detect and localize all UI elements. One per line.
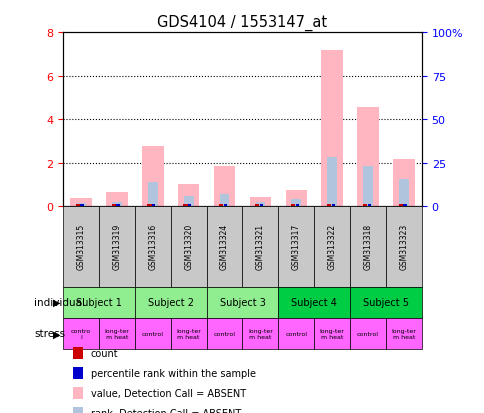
Bar [148, 183, 157, 206]
Bar [349, 287, 421, 318]
Text: ▶: ▶ [53, 328, 60, 339]
Bar [278, 318, 314, 349]
Bar [314, 206, 349, 287]
Bar [285, 190, 306, 206]
Text: rank, Detection Call = ABSENT: rank, Detection Call = ABSENT [91, 408, 241, 413]
Text: Subject 3: Subject 3 [219, 297, 265, 308]
Bar [349, 318, 385, 349]
Bar [403, 205, 406, 206]
Text: GSM313317: GSM313317 [291, 224, 300, 270]
Bar [63, 206, 99, 287]
Text: ▶: ▶ [53, 297, 60, 308]
Bar [321, 50, 342, 206]
Bar [147, 205, 151, 206]
Bar [63, 318, 99, 349]
Bar [291, 200, 301, 206]
Bar [242, 206, 278, 287]
Bar [398, 179, 408, 206]
Text: Subject 1: Subject 1 [76, 297, 121, 308]
Bar [70, 199, 91, 206]
Text: contro
l: contro l [71, 328, 91, 339]
Bar [206, 206, 242, 287]
Bar [278, 287, 349, 318]
Bar [142, 147, 163, 206]
Bar [357, 108, 378, 206]
Bar [183, 197, 193, 206]
Text: GSM313315: GSM313315 [76, 224, 85, 270]
Bar [255, 203, 265, 206]
Bar [99, 318, 135, 349]
Bar [170, 318, 206, 349]
Bar [219, 205, 223, 206]
Bar [183, 205, 187, 206]
Bar [152, 205, 155, 206]
Text: GDS4104 / 1553147_at: GDS4104 / 1553147_at [157, 14, 327, 31]
Text: Subject 4: Subject 4 [291, 297, 336, 308]
Text: GSM313320: GSM313320 [184, 224, 193, 270]
Bar [295, 205, 299, 206]
Text: individual: individual [34, 297, 85, 308]
Bar [76, 203, 86, 206]
Text: control: control [141, 331, 164, 336]
Bar [249, 198, 271, 206]
Bar [80, 205, 84, 206]
Bar [385, 318, 421, 349]
Text: long-ter
m heat: long-ter m heat [176, 328, 201, 339]
Bar [63, 287, 135, 318]
Bar [106, 192, 127, 206]
Bar [206, 318, 242, 349]
Bar [393, 160, 414, 206]
Bar [224, 205, 227, 206]
Text: GSM313316: GSM313316 [148, 224, 157, 270]
Bar [99, 206, 135, 287]
Bar [188, 205, 191, 206]
Text: value, Detection Call = ABSENT: value, Detection Call = ABSENT [91, 388, 245, 398]
Text: GSM313318: GSM313318 [363, 224, 372, 270]
Bar [349, 206, 385, 287]
Text: count: count [91, 348, 118, 358]
Bar [362, 205, 366, 206]
Bar [326, 205, 331, 206]
Bar [314, 318, 349, 349]
Text: percentile rank within the sample: percentile rank within the sample [91, 368, 255, 378]
Bar [135, 318, 170, 349]
Bar [111, 205, 116, 206]
Bar [367, 205, 370, 206]
Bar [255, 205, 259, 206]
Bar [135, 206, 170, 287]
Bar [178, 185, 199, 206]
Bar [327, 158, 336, 206]
Bar [259, 205, 263, 206]
Bar [170, 206, 206, 287]
Bar [363, 166, 372, 206]
Text: GSM313324: GSM313324 [220, 224, 228, 270]
Text: GSM313322: GSM313322 [327, 224, 336, 270]
Text: GSM313321: GSM313321 [256, 224, 264, 270]
Text: control: control [213, 331, 235, 336]
Text: long-ter
m heat: long-ter m heat [319, 328, 344, 339]
Text: long-ter
m heat: long-ter m heat [391, 328, 416, 339]
Bar [398, 205, 402, 206]
Bar [76, 205, 80, 206]
Bar [135, 287, 206, 318]
Bar [242, 318, 278, 349]
Text: stress: stress [34, 328, 65, 339]
Text: Subject 5: Subject 5 [363, 297, 408, 308]
Text: GSM313323: GSM313323 [399, 224, 408, 270]
Text: control: control [356, 331, 378, 336]
Text: long-ter
m heat: long-ter m heat [104, 328, 129, 339]
Bar [290, 205, 295, 206]
Bar [278, 206, 314, 287]
Bar [206, 287, 278, 318]
Text: GSM313319: GSM313319 [112, 224, 121, 270]
Text: control: control [285, 331, 307, 336]
Bar [385, 206, 421, 287]
Bar [116, 205, 120, 206]
Text: long-ter
m heat: long-ter m heat [247, 328, 272, 339]
Bar [331, 205, 334, 206]
Text: Subject 2: Subject 2 [148, 297, 193, 308]
Bar [112, 202, 121, 206]
Bar [213, 166, 235, 206]
Bar [219, 195, 229, 206]
